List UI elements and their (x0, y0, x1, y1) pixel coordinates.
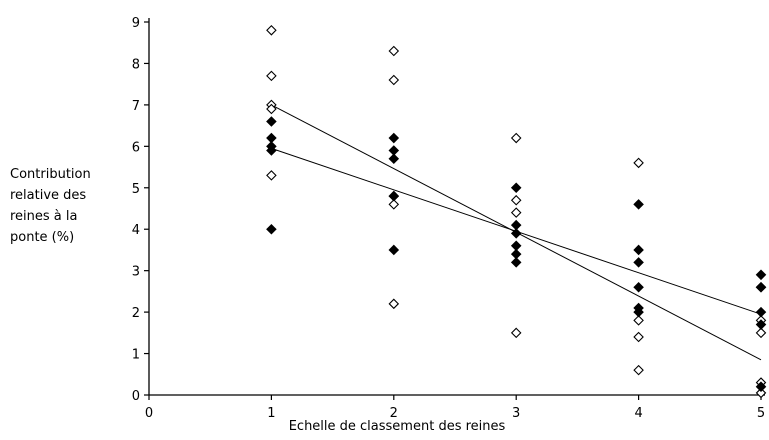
x-tick-label: 5 (757, 406, 765, 421)
filled-diamond-point (633, 257, 644, 268)
open-diamond-point (755, 387, 767, 399)
y-axis-title: Contribution relative des reines à la ponte… (10, 167, 91, 245)
ticks: 0 1 2 3 4 5 6 7 8 9 0 1 2 3 4 5 (132, 16, 765, 421)
filled-diamond-point (510, 228, 522, 239)
open-diamond-point (510, 327, 522, 339)
axes (148, 18, 765, 396)
x-tick-label: 3 (512, 406, 520, 421)
y-tick-label: 3 (132, 265, 140, 280)
y-tick-label: 2 (132, 306, 140, 321)
open-diamond-point (266, 103, 277, 115)
x-axis-title: Echelle de classement des reines (289, 419, 506, 434)
filled-diamond-point (755, 306, 767, 318)
open-diamond-point (388, 199, 400, 210)
filled-diamond-point (633, 281, 644, 293)
y-tick-label: 9 (132, 16, 140, 31)
y-tick-label: 0 (132, 389, 140, 404)
filled-diamond-point (266, 223, 277, 235)
y-tick-label: 4 (132, 223, 140, 238)
open-diamond-point (266, 170, 277, 181)
open-diamond-point (510, 207, 522, 218)
x-tick-label: 4 (634, 406, 642, 421)
filled-diamond-point (510, 182, 522, 194)
open-diamond-point (388, 74, 400, 86)
filled-diamond-point (388, 190, 400, 202)
open-diamond-point (266, 25, 277, 36)
filled-diamond-point (388, 153, 400, 165)
data-points (266, 25, 767, 399)
open-diamond-point (633, 315, 644, 326)
open-diamond-point (633, 331, 644, 343)
filled-diamond-point (755, 319, 767, 330)
filled-diamond-point (388, 132, 400, 144)
x-tick-label: 2 (390, 406, 398, 421)
y-tick-label: 7 (132, 99, 140, 114)
filled-diamond-point (510, 257, 522, 268)
filled-diamond-point (266, 116, 277, 127)
open-diamond-point (633, 364, 644, 376)
y-tick-label: 8 (132, 57, 140, 72)
y-tick-label: 1 (132, 348, 140, 363)
open-diamond-point (633, 157, 644, 169)
filled-diamond-point (633, 306, 644, 318)
y-axis-title-line: relative des (10, 188, 86, 203)
filled-diamond-point (633, 244, 644, 256)
y-axis-title-line: ponte (%) (10, 230, 74, 245)
open-diamond-point (388, 45, 400, 57)
x-tick-label: 1 (267, 406, 275, 421)
filled-diamond-point (388, 244, 400, 256)
filled-diamond-point (755, 269, 767, 281)
filled-diamond-point (755, 281, 767, 293)
y-tick-label: 6 (132, 140, 140, 155)
open-diamond-point (755, 327, 767, 339)
filled-diamond-point (633, 199, 644, 210)
filled-diamond-point (266, 145, 277, 156)
y-tick-label: 5 (132, 182, 140, 197)
x-tick-label: 0 (145, 406, 153, 421)
filled-diamond-point (755, 381, 767, 392)
open-diamond-point (510, 132, 522, 144)
open-diamond-point (266, 70, 277, 82)
open-diamond-point (388, 298, 400, 310)
open-diamond-point (510, 194, 522, 206)
y-axis-title-line: reines à la (10, 209, 78, 224)
y-axis-title-line: Contribution (10, 167, 91, 182)
